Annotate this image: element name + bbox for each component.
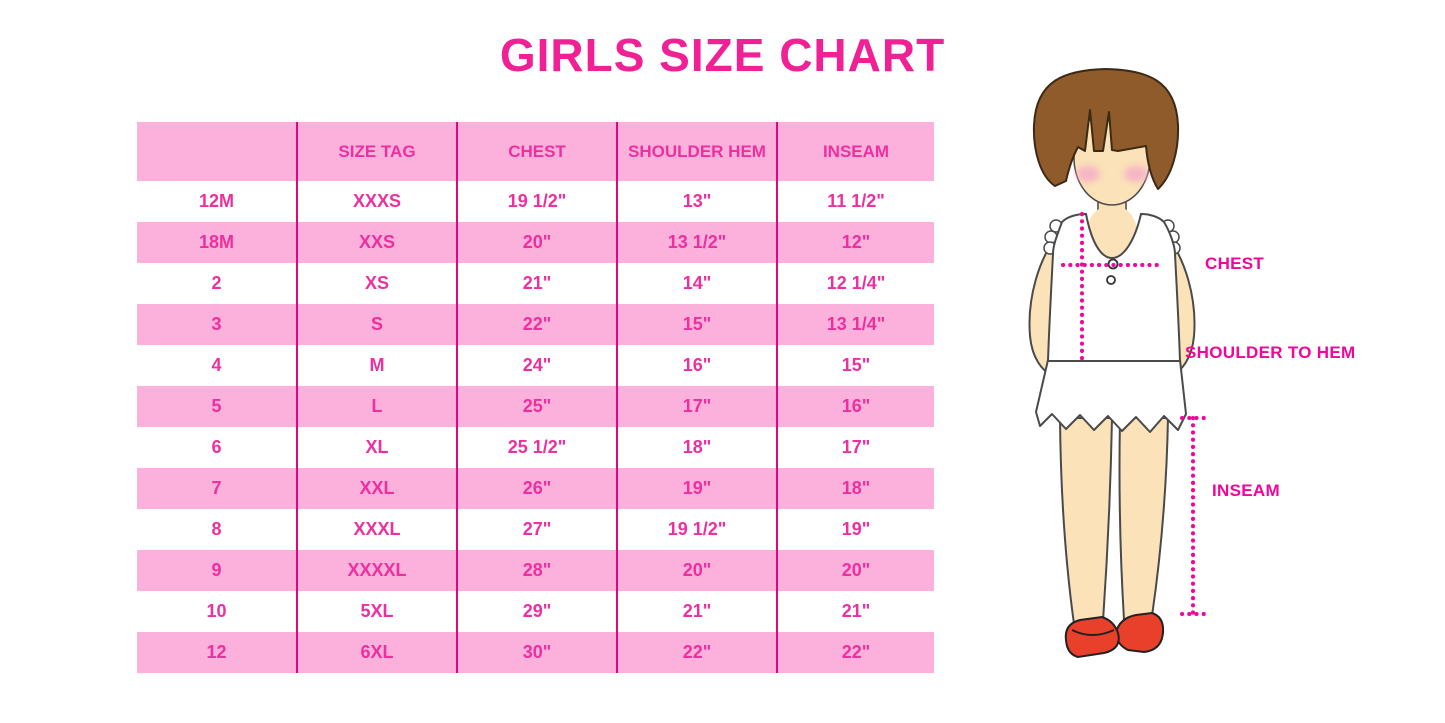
- table-cell: 14": [618, 263, 778, 304]
- table-row: 3 S 22" 15" 13 1/4": [137, 304, 934, 345]
- table-cell: M: [298, 345, 458, 386]
- table-cell: 5XL: [298, 591, 458, 632]
- table-cell: XL: [298, 427, 458, 468]
- table-cell: 20": [841, 560, 871, 580]
- girl-blush-right: [1124, 166, 1148, 182]
- table-header-cell: [137, 122, 298, 181]
- table-cell: 19": [841, 519, 871, 539]
- table-cell: 21": [618, 591, 778, 632]
- table-cell: 27": [458, 509, 618, 550]
- table-cell: S: [298, 304, 458, 345]
- table-cell: 11 1/2": [827, 191, 885, 211]
- table-header-cell: INSEAM: [822, 142, 890, 161]
- table-cell: XXS: [298, 222, 458, 263]
- table-cell: 2: [137, 263, 298, 304]
- girl-right-shoe: [1114, 611, 1165, 654]
- table-cell: 12M: [137, 181, 298, 222]
- table-cell: 19 1/2": [618, 509, 778, 550]
- table-cell: 12 1/4": [826, 273, 886, 293]
- table-cell: 8: [137, 509, 298, 550]
- table-cell: XS: [298, 263, 458, 304]
- table-row: 12M XXXS 19 1/2" 13" 11 1/2": [137, 181, 934, 222]
- table-cell: 16": [841, 396, 871, 416]
- table-cell: 18M: [137, 222, 298, 263]
- table-cell: 26": [458, 468, 618, 509]
- table-cell: 12": [841, 232, 871, 252]
- table-cell: 22": [618, 632, 778, 673]
- table-cell: 9: [137, 550, 298, 591]
- table-cell: 13": [618, 181, 778, 222]
- table-cell: XXL: [298, 468, 458, 509]
- girls-size-table: SIZE TAG CHEST SHOULDER HEM INSEAM 12M X…: [137, 122, 934, 673]
- table-cell: 4: [137, 345, 298, 386]
- table-header-cell: CHEST: [458, 122, 618, 181]
- table-cell: 21": [841, 601, 871, 621]
- table-cell: 10: [137, 591, 298, 632]
- girl-right-leg: [1118, 417, 1170, 622]
- table-cell: 28": [458, 550, 618, 591]
- table-row: 4 M 24" 16" 15": [137, 345, 934, 386]
- table-row: 2 XS 21" 14" 12 1/4": [137, 263, 934, 304]
- table-cell: 19": [618, 468, 778, 509]
- table-cell: 22": [458, 304, 618, 345]
- table-cell: 30": [458, 632, 618, 673]
- table-cell: 16": [618, 345, 778, 386]
- table-cell: 18": [841, 478, 871, 498]
- table-cell: XXXXL: [298, 550, 458, 591]
- table-cell: 29": [458, 591, 618, 632]
- table-cell: 21": [458, 263, 618, 304]
- page-title: GIRLS SIZE CHART: [499, 29, 946, 81]
- table-row: 18M XXS 20" 13 1/2" 12": [137, 222, 934, 263]
- table-header-cell: SHOULDER HEM: [618, 122, 778, 181]
- table-cell: 22": [841, 642, 871, 662]
- table-cell: XXXL: [298, 509, 458, 550]
- table-cell: 5: [137, 386, 298, 427]
- table-cell: 20": [458, 222, 618, 263]
- girl-blush-left: [1076, 166, 1100, 182]
- table-cell: 24": [458, 345, 618, 386]
- table-cell: 19 1/2": [458, 181, 618, 222]
- table-cell: 20": [618, 550, 778, 591]
- girl-illustration-svg: [1028, 68, 1206, 659]
- table-cell: 25 1/2": [458, 427, 618, 468]
- girl-skirt: [1035, 359, 1187, 433]
- table-row: 7 XXL 26" 19" 18": [137, 468, 934, 509]
- table-cell: XXXS: [298, 181, 458, 222]
- shoulder-to-hem-measure-label: SHOULDER TO HEM: [1185, 343, 1356, 362]
- table-cell: 12: [137, 632, 298, 673]
- table-cell: 6XL: [298, 632, 458, 673]
- table-cell: L: [298, 386, 458, 427]
- chest-measure-label: CHEST: [1205, 254, 1265, 273]
- table-cell: 17": [841, 437, 871, 457]
- table-row: 5 L 25" 17" 16": [137, 386, 934, 427]
- table-row: 6 XL 25 1/2" 18" 17": [137, 427, 934, 468]
- girl-top-button: [1106, 275, 1116, 285]
- table-row: 10 5XL 29" 21" 21": [137, 591, 934, 632]
- table-cell: 15": [618, 304, 778, 345]
- table-cell: 13 1/4": [826, 314, 886, 334]
- table-cell: 13 1/2": [618, 222, 778, 263]
- table-cell: 25": [458, 386, 618, 427]
- table-header-row: SIZE TAG CHEST SHOULDER HEM INSEAM: [137, 122, 934, 181]
- table-row: 9 XXXXL 28" 20" 20": [137, 550, 934, 591]
- table-row: 8 XXXL 27" 19 1/2" 19": [137, 509, 934, 550]
- girl-illustration: [1000, 55, 1420, 675]
- girl-left-shoe-strap: [1071, 629, 1115, 636]
- table-cell: 7: [137, 468, 298, 509]
- table-cell: 3: [137, 304, 298, 345]
- table-row: 12 6XL 30" 22" 22": [137, 632, 934, 673]
- girl-hair: [1032, 68, 1180, 190]
- girl-chest-skin: [1087, 205, 1137, 259]
- girl-left-leg: [1058, 417, 1114, 626]
- inseam-measure-label: INSEAM: [1212, 481, 1280, 500]
- table-header-cell: SIZE TAG: [298, 122, 458, 181]
- table-cell: 15": [841, 355, 871, 375]
- table-cell: 6: [137, 427, 298, 468]
- girl-left-shoe: [1064, 615, 1120, 659]
- table-cell: 18": [618, 427, 778, 468]
- table-cell: 17": [618, 386, 778, 427]
